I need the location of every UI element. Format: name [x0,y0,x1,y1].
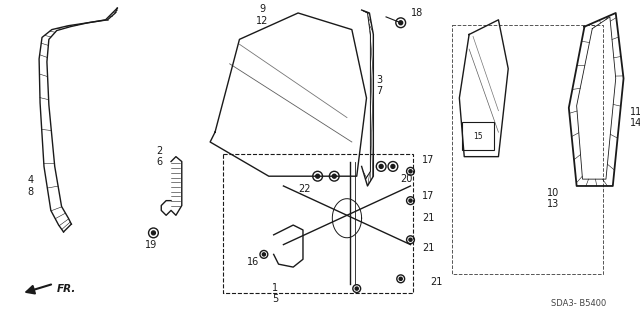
Text: 4
8: 4 8 [28,175,33,197]
Circle shape [399,277,403,280]
Circle shape [332,174,336,178]
Circle shape [316,174,319,178]
Circle shape [409,170,412,173]
Text: 2
6: 2 6 [156,146,163,167]
Text: 16: 16 [247,257,259,267]
Circle shape [409,238,412,241]
Text: 19: 19 [145,240,157,249]
Text: 20: 20 [401,174,413,184]
Circle shape [409,199,412,202]
Text: 9
12: 9 12 [256,4,268,26]
Text: 21: 21 [422,213,435,223]
Bar [223,154,413,293]
Text: 17: 17 [422,155,435,165]
Bar [452,25,603,274]
Circle shape [152,231,156,235]
Text: 11
14: 11 14 [630,107,640,128]
Text: FR.: FR. [57,284,76,293]
Text: 18: 18 [410,8,423,18]
Circle shape [399,21,403,25]
Circle shape [262,253,266,256]
Text: 1
5: 1 5 [272,283,278,304]
Text: SDA3- B5400: SDA3- B5400 [550,299,606,308]
Bar [462,122,493,150]
Circle shape [355,287,358,290]
Text: 21: 21 [422,242,435,253]
Text: 22: 22 [298,184,310,194]
Text: 15: 15 [473,132,483,141]
Text: 21: 21 [430,277,442,287]
Text: 10
13: 10 13 [547,188,559,210]
Text: 17: 17 [422,191,435,201]
Circle shape [380,165,383,168]
Text: 3
7: 3 7 [376,75,383,96]
Circle shape [391,165,395,168]
